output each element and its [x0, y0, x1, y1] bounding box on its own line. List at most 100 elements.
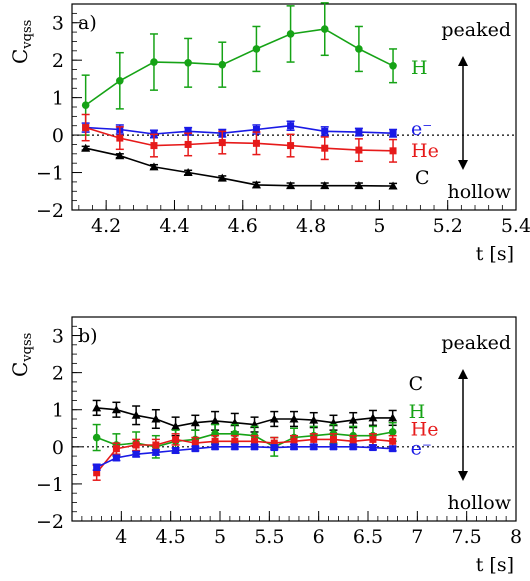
data-point: [252, 125, 260, 133]
series-line: [85, 124, 394, 135]
y-tick-label: 3: [52, 13, 64, 35]
data-point: [184, 140, 192, 148]
data-point: [171, 421, 181, 430]
x-tick-label: 5.5: [254, 526, 284, 548]
data-point: [252, 45, 261, 53]
y-tick-label: 3: [52, 326, 64, 348]
data-point: [321, 127, 329, 135]
data-point: [388, 413, 398, 422]
data-point: [211, 443, 219, 451]
data-point: [211, 437, 219, 445]
data-point: [184, 59, 192, 67]
chart-panel-a: 4.2 4.4 4.6 4.8 5 5.2 5.4 −2 −1 0 1 2 3 He⁻He Ca) peake…: [8, 2, 530, 265]
arrow-head-up: [458, 369, 468, 379]
data-point: [151, 414, 161, 423]
data-point: [92, 433, 101, 442]
data-point: [368, 413, 378, 422]
data-point: [231, 443, 239, 451]
series-line: [96, 438, 393, 474]
y-tick-label: 0: [52, 437, 64, 459]
x-axis-label: t [s]: [476, 554, 514, 576]
x-tick-label: 4.8: [296, 215, 326, 237]
y-tick-label: 0: [52, 125, 64, 147]
data-point: [93, 469, 101, 477]
series-label: C: [409, 373, 424, 395]
data-point: [389, 62, 397, 70]
data-point: [329, 443, 337, 451]
data-point: [152, 448, 160, 456]
series-line: [85, 126, 394, 152]
x-tick-label: 8: [510, 526, 522, 548]
series-label: C: [415, 167, 430, 189]
data-point: [369, 444, 377, 452]
data-point: [191, 439, 199, 447]
series-label: H: [409, 401, 426, 423]
data-point: [252, 139, 260, 147]
data-point: [172, 435, 180, 443]
x-tick-label: 5.2: [433, 215, 463, 237]
data-point: [270, 444, 278, 452]
data-point: [320, 25, 329, 33]
series-line: [85, 147, 394, 187]
data-point: [81, 101, 90, 109]
series-line: [96, 446, 393, 468]
data-point: [82, 124, 90, 132]
x-tick-label: 6.5: [353, 526, 383, 548]
series-He: [81, 113, 398, 163]
y-tick-label: −1: [36, 474, 64, 496]
data-point: [149, 162, 159, 171]
data-point: [93, 463, 101, 471]
x-tick-label: 7: [411, 526, 423, 548]
data-point: [388, 428, 397, 436]
data-point: [183, 168, 193, 177]
x-axis-label: t [s]: [476, 243, 514, 265]
annotation-peaked: peaked: [441, 19, 511, 41]
data-point: [290, 443, 298, 451]
data-point: [287, 122, 295, 130]
data-point: [349, 437, 357, 445]
x-tick-label: 6: [313, 526, 325, 548]
series-label: e⁻: [411, 438, 432, 460]
data-point: [355, 146, 363, 154]
data-point: [389, 129, 397, 137]
data-point: [150, 58, 158, 66]
data-point: [92, 403, 102, 412]
data-point: [287, 142, 295, 150]
data-point: [321, 144, 329, 152]
data-point: [286, 181, 296, 190]
data-point: [289, 414, 299, 423]
arrow-head-down: [458, 160, 468, 170]
data-point: [231, 437, 239, 445]
x-tick-label: 4.5: [156, 526, 186, 548]
data-point: [290, 437, 298, 445]
y-tick-label: 1: [52, 400, 64, 422]
x-tick-label: 4.6: [228, 215, 258, 237]
data-point: [310, 435, 318, 443]
data-point: [329, 435, 337, 443]
series-e: [92, 443, 397, 471]
data-point: [320, 181, 330, 190]
data-point: [132, 450, 140, 458]
data-point: [389, 445, 397, 453]
data-point: [354, 181, 364, 190]
y-tick-label: 2: [52, 50, 64, 72]
arrow-head-up: [458, 56, 468, 66]
annotation-peaked: peaked: [441, 332, 511, 354]
x-tick-label: 5: [373, 215, 385, 237]
data-point: [191, 445, 199, 453]
y-tick-label: −1: [36, 163, 64, 185]
y-axis-label: Cvqss: [8, 20, 35, 64]
y-tick-label: −2: [36, 511, 64, 533]
annotation-hollow: hollow: [447, 492, 511, 514]
data-point: [355, 128, 363, 136]
data-point: [172, 447, 180, 455]
data-point: [389, 437, 397, 445]
arrow-head-down: [458, 471, 468, 481]
series-line: [96, 407, 393, 428]
x-tick-label: 4: [115, 526, 127, 548]
data-point: [116, 76, 124, 85]
data-point: [369, 435, 377, 443]
data-point: [348, 415, 358, 424]
